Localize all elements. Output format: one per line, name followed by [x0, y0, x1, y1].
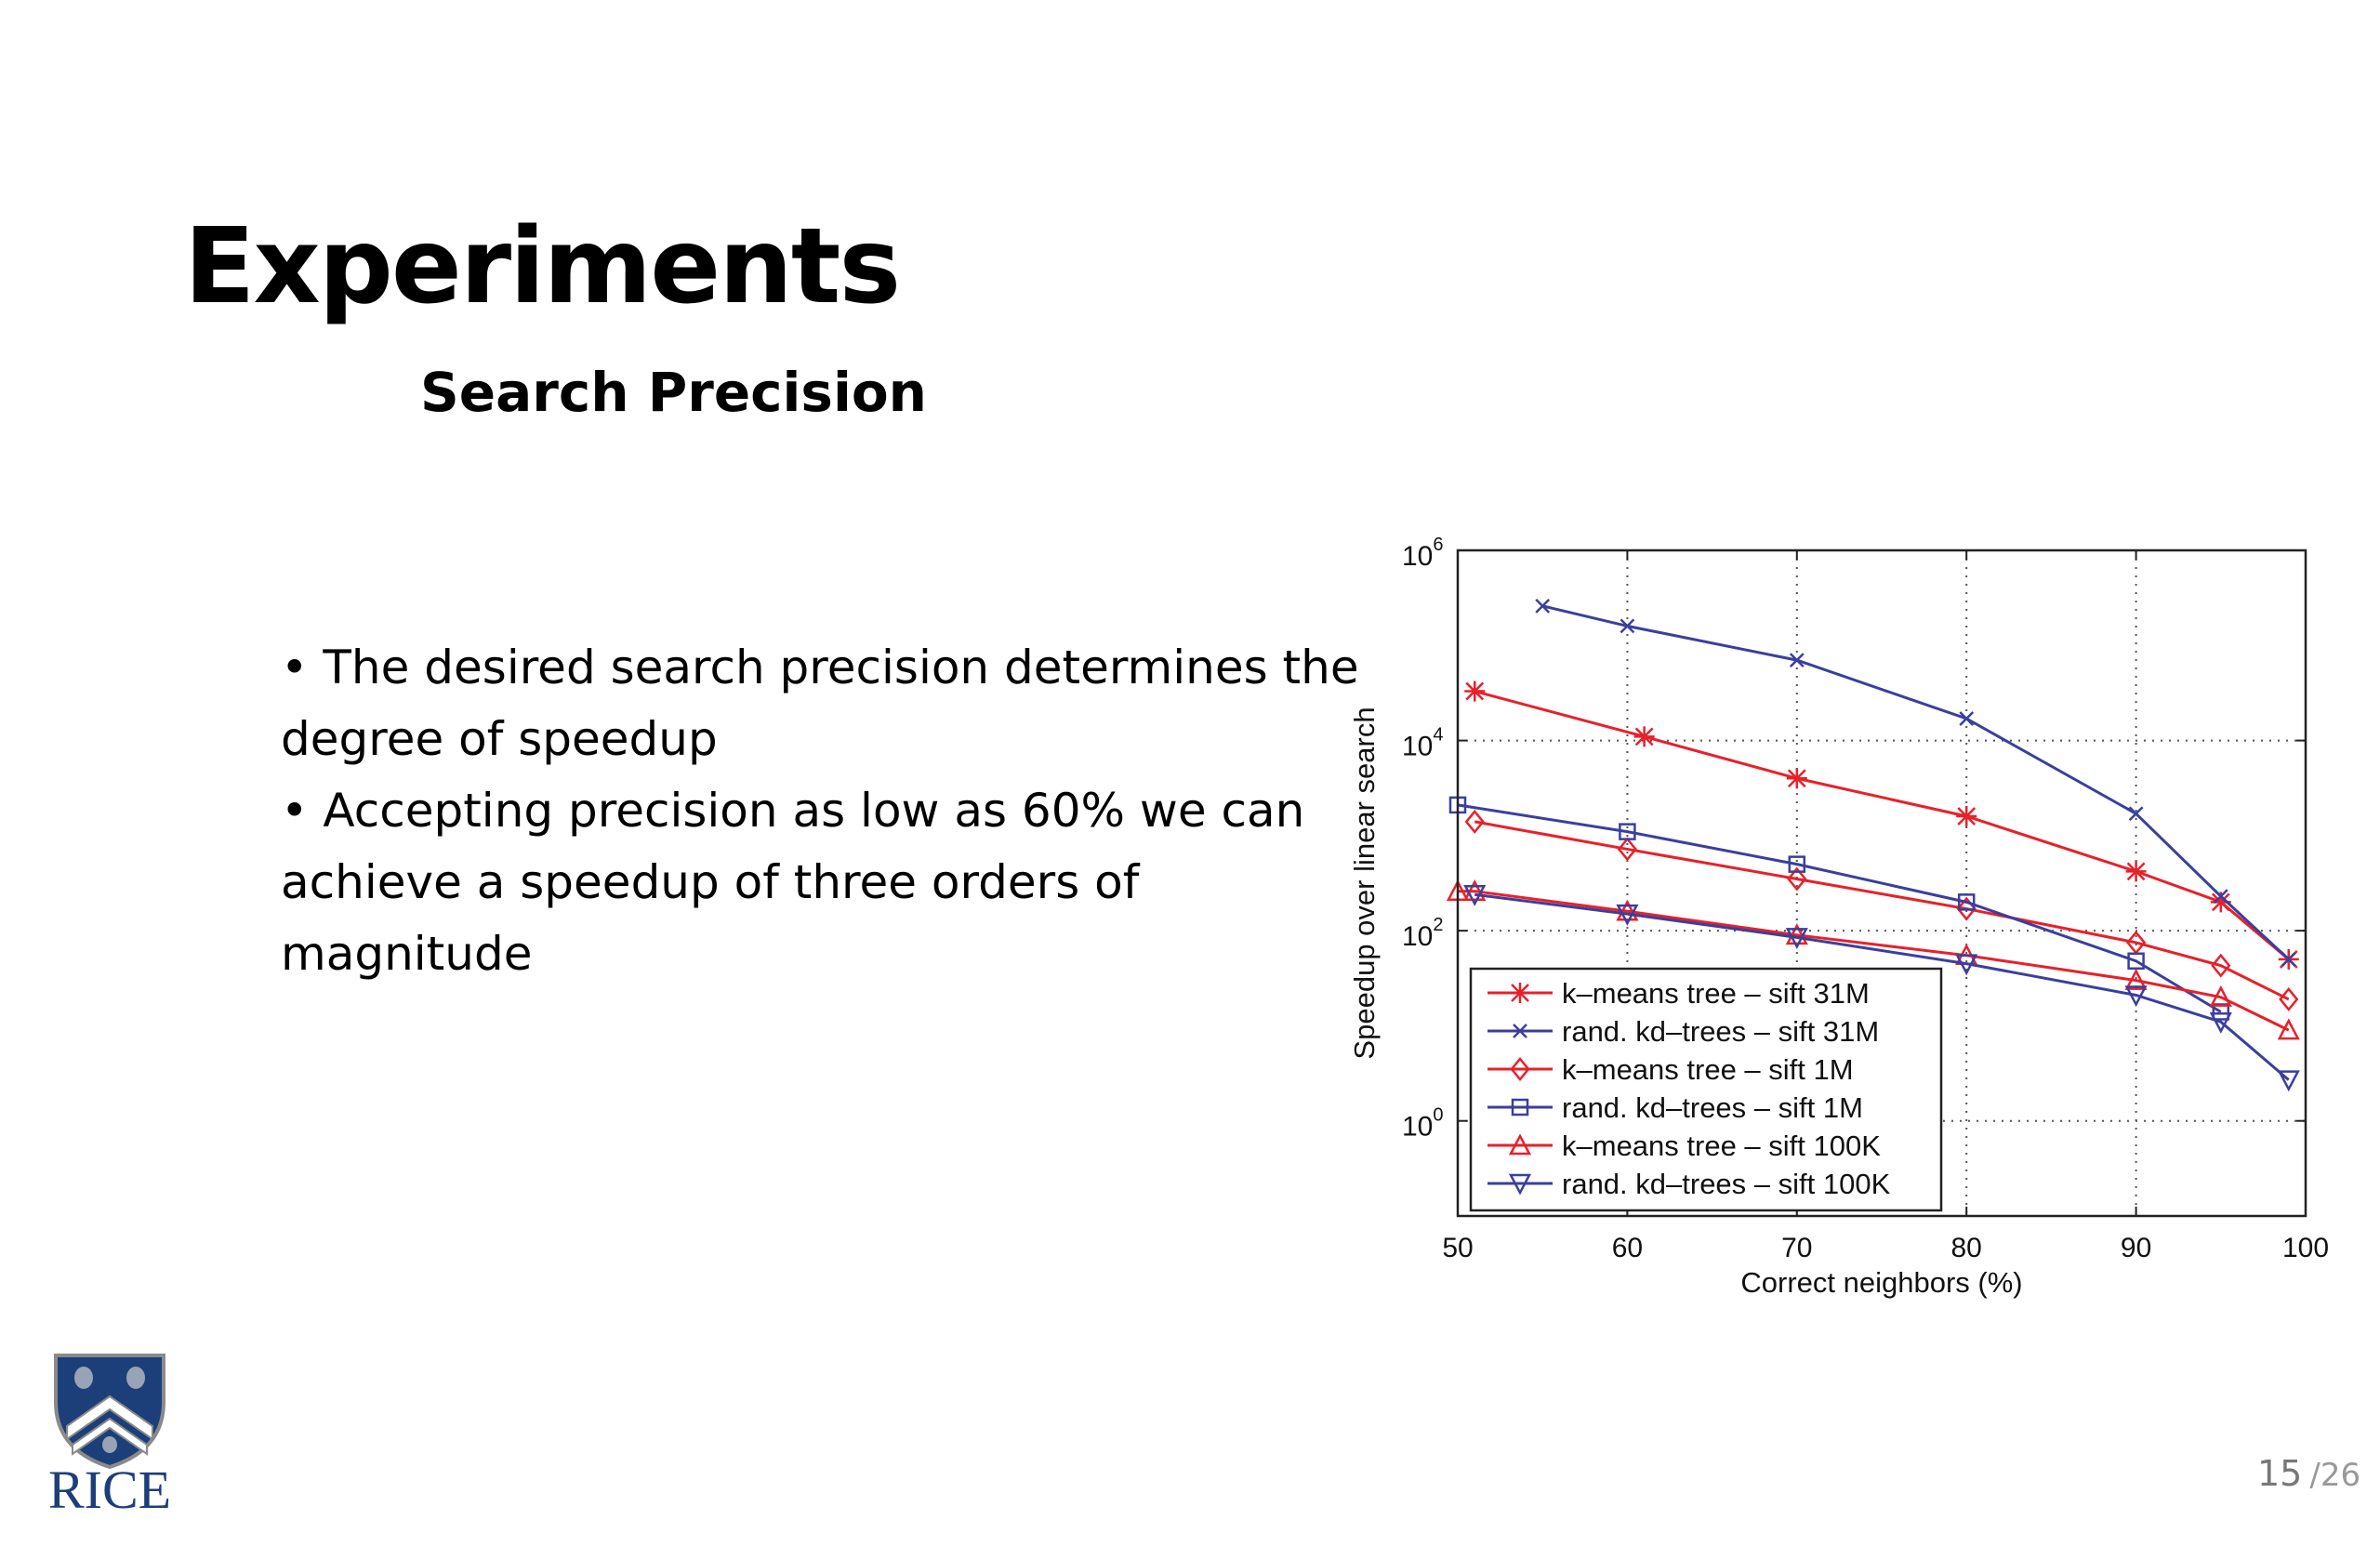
legend-label: rand. kd–trees – sift 31M — [1562, 1015, 1879, 1048]
legend-marker — [1508, 1133, 1532, 1156]
y-tick-base: 10 — [1402, 921, 1433, 952]
legend-marker — [1510, 983, 1530, 1003]
rice-logo: RICE — [48, 1354, 171, 1515]
series-line — [1474, 892, 2290, 1081]
data-point — [1616, 904, 1639, 926]
data-point — [1787, 866, 1807, 892]
y-tick-base: 10 — [1402, 732, 1433, 762]
x-axis-label: Correct neighbors (%) — [1740, 1266, 2022, 1299]
series-6 — [1463, 885, 2300, 1092]
data-point — [1619, 823, 1636, 840]
x-tick-label: 90 — [2121, 1233, 2151, 1263]
slide-title: Experiments — [184, 206, 901, 327]
data-point — [1956, 805, 1977, 826]
data-point — [2124, 968, 2148, 990]
data-point — [1959, 711, 1975, 726]
x-tick-label: 50 — [1442, 1233, 1473, 1263]
page-number: 15/26 — [2257, 1453, 2360, 1494]
legend-label: k–means tree – sift 1M — [1562, 1053, 1854, 1086]
data-point — [2277, 1018, 2300, 1040]
legend-item: rand. kd–trees – sift 31M — [1488, 1015, 1879, 1048]
rice-shield-icon — [54, 1354, 165, 1470]
y-axis-label: Speedup over linear search — [1348, 707, 1381, 1059]
data-point — [2209, 1011, 2232, 1034]
data-point — [1617, 837, 1638, 862]
y-tick-label: 102 — [1402, 915, 1444, 952]
legend-marker — [1510, 1057, 1530, 1081]
page-total: /26 — [2309, 1457, 2361, 1494]
legend-label: rand. kd–trees – sift 1M — [1562, 1091, 1863, 1124]
y-tick-base: 10 — [1402, 541, 1433, 572]
data-point — [2125, 861, 2147, 882]
y-tick-exponent: 4 — [1433, 725, 1443, 746]
data-point — [1464, 681, 1486, 702]
bullet-list: The desired search precision determines … — [281, 632, 1359, 990]
y-tick-exponent: 0 — [1433, 1105, 1443, 1126]
bullet-item: The desired search precision determines … — [281, 632, 1359, 775]
data-point — [1785, 928, 1808, 950]
legend-item: rand. kd–trees – sift 1M — [1488, 1091, 1863, 1124]
legend-marker — [1508, 1173, 1532, 1196]
y-tick-base: 10 — [1402, 1112, 1433, 1143]
legend-item: k–means tree – sift 1M — [1488, 1053, 1854, 1086]
legend-label: k–means tree – sift 31M — [1562, 977, 1870, 1010]
series-2 — [1535, 598, 2296, 967]
data-point — [2279, 986, 2299, 1011]
data-point — [2127, 952, 2145, 970]
data-point — [1535, 598, 1551, 614]
data-point — [1786, 768, 1807, 789]
data-point — [2124, 985, 2148, 1008]
legend-marker — [1511, 1098, 1529, 1117]
data-point — [2281, 952, 2296, 967]
series-line — [1458, 890, 2290, 1032]
data-point — [1464, 809, 1485, 834]
legend-item: rand. kd–trees – sift 100K — [1488, 1168, 1891, 1200]
data-point — [2211, 953, 2231, 978]
y-tick-label: 104 — [1402, 725, 1444, 762]
data-point — [2209, 984, 2232, 1007]
series-line — [1457, 803, 2222, 1013]
chart-legend: k–means tree – sift 31M rand. kd–trees – … — [1469, 967, 1943, 1212]
data-point — [1463, 879, 1487, 901]
x-tick-label: 80 — [1951, 1233, 1982, 1263]
page-current: 15 — [2257, 1453, 2303, 1494]
y-tick-exponent: 2 — [1433, 915, 1443, 935]
data-point — [1463, 885, 1487, 906]
data-point — [1955, 954, 1978, 976]
plot-frame — [1456, 548, 2307, 1218]
data-point — [1789, 653, 1805, 668]
y-tick-exponent: 6 — [1433, 535, 1443, 555]
x-tick-label: 60 — [1612, 1233, 1643, 1263]
x-tick-label: 70 — [1781, 1233, 1812, 1263]
bullet-item: Accepting precision as low as 60% we can… — [281, 775, 1359, 990]
data-point — [2277, 1070, 2300, 1092]
x-tick-label: 100 — [2282, 1233, 2329, 1263]
legend-item: k–means tree – sift 31M — [1488, 977, 1870, 1010]
y-tick-label: 106 — [1402, 535, 1444, 572]
slide-subtitle: Search Precision — [420, 361, 927, 424]
data-point — [1633, 726, 1655, 747]
legend-box — [1469, 967, 1943, 1212]
legend-label: rand. kd–trees – sift 100K — [1562, 1168, 1891, 1200]
data-point — [2128, 806, 2144, 822]
legend-item: k–means tree – sift 100K — [1488, 1130, 1881, 1162]
legend-marker — [1513, 1024, 1527, 1038]
y-tick-label: 100 — [1402, 1105, 1444, 1143]
data-point — [1620, 618, 1635, 634]
data-point — [1957, 893, 1976, 911]
legend-label: k–means tree – sift 100K — [1562, 1130, 1881, 1162]
data-point — [1616, 899, 1639, 921]
data-point — [1788, 855, 1806, 873]
data-point — [2213, 889, 2228, 905]
rice-logo-text: RICE — [48, 1460, 171, 1515]
data-point — [1785, 923, 1808, 945]
